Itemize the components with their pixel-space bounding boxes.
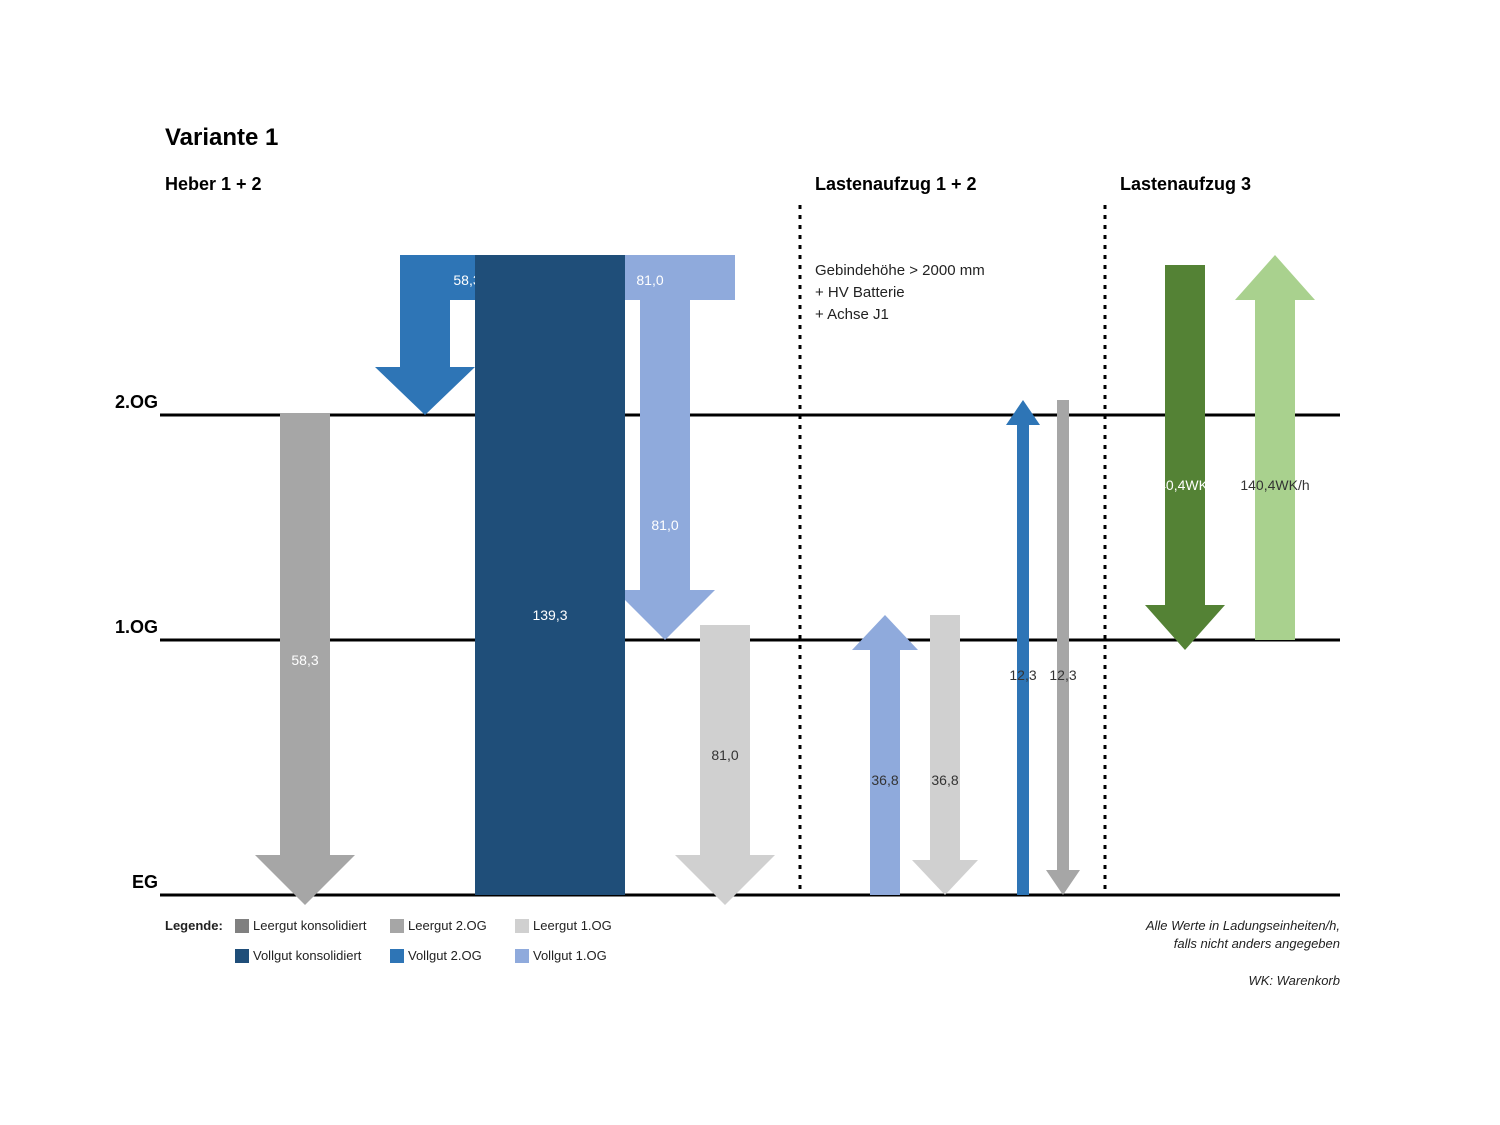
block-vollgut-kons <box>475 255 625 415</box>
page-title: Variante 1 <box>165 124 278 151</box>
svg-text:Leergut 2.OG: Leergut 2.OG <box>408 918 487 933</box>
section-la3: Lastenaufzug 3 <box>1120 174 1251 194</box>
arrow-leergut-1og: 81,0 <box>675 625 775 905</box>
legend: Legende: Leergut konsolidiert Leergut 2.… <box>165 918 612 963</box>
svg-text:Vollgut 1.OG: Vollgut 1.OG <box>533 948 607 963</box>
legend-swatch-1 <box>390 919 404 933</box>
arrow-la12-down-2og-grey: 12,3 <box>1046 400 1080 895</box>
svg-text:140,4WK/h: 140,4WK/h <box>1150 477 1219 493</box>
section-la12: Lastenaufzug 1 + 2 <box>815 174 977 194</box>
svg-text:36,8: 36,8 <box>931 772 958 788</box>
svg-text:81,0: 81,0 <box>711 747 738 763</box>
legend-swatch-0 <box>235 919 249 933</box>
svg-text:58,3: 58,3 <box>291 652 318 668</box>
arrow-la12-down-1og-grey: 36,8 <box>912 615 978 895</box>
legend-swatch-2 <box>515 919 529 933</box>
arrow-la12-up-2og-blue: 12,3 <box>1006 400 1040 895</box>
legend-swatch-3 <box>235 949 249 963</box>
note-line1: Gebindehöhe > 2000 mm <box>815 262 985 279</box>
svg-text:140,4WK/h: 140,4WK/h <box>1240 477 1309 493</box>
legend-swatch-4 <box>390 949 404 963</box>
legend-swatch-5 <box>515 949 529 963</box>
note-line2: + HV Batterie <box>815 284 905 301</box>
floor-eg: EG <box>132 872 158 892</box>
footnote-2: falls nicht anders angegeben <box>1174 936 1340 951</box>
svg-text:12,3: 12,3 <box>1049 667 1076 683</box>
section-heber: Heber 1 + 2 <box>165 174 262 194</box>
svg-text:36,8: 36,8 <box>871 772 898 788</box>
svg-text:Vollgut konsolidiert: Vollgut konsolidiert <box>253 948 362 963</box>
svg-text:139,3: 139,3 <box>532 607 567 623</box>
footnote-1: Alle Werte in Ladungseinheiten/h, <box>1145 918 1340 933</box>
arrow-la12-up-1og-blue: 36,8 <box>852 615 918 895</box>
svg-text:Vollgut 2.OG: Vollgut 2.OG <box>408 948 482 963</box>
svg-text:81,0: 81,0 <box>651 517 678 533</box>
floor-2og: 2.OG <box>115 392 158 412</box>
svg-text:Leergut konsolidiert: Leergut konsolidiert <box>253 918 367 933</box>
arrow-leergut-2og: 58,3 <box>255 413 355 905</box>
arrow-la3-up: 140,4WK/h <box>1235 255 1315 640</box>
footnote-3: WK: Warenkorb <box>1248 973 1340 988</box>
flow-diagram: Variante 1 Heber 1 + 2 Lastenaufzug 1 + … <box>0 0 1500 1125</box>
bar-vollgut-kons: 139,3 <box>475 413 625 895</box>
svg-text:Legende:: Legende: <box>165 918 223 933</box>
arrow-la3-down: 140,4WK/h <box>1145 265 1225 650</box>
svg-text:12,3: 12,3 <box>1009 667 1036 683</box>
note-line3: + Achse J1 <box>815 306 889 323</box>
svg-text:Leergut 1.OG: Leergut 1.OG <box>533 918 612 933</box>
floor-1og: 1.OG <box>115 617 158 637</box>
svg-text:81,0: 81,0 <box>636 272 663 288</box>
